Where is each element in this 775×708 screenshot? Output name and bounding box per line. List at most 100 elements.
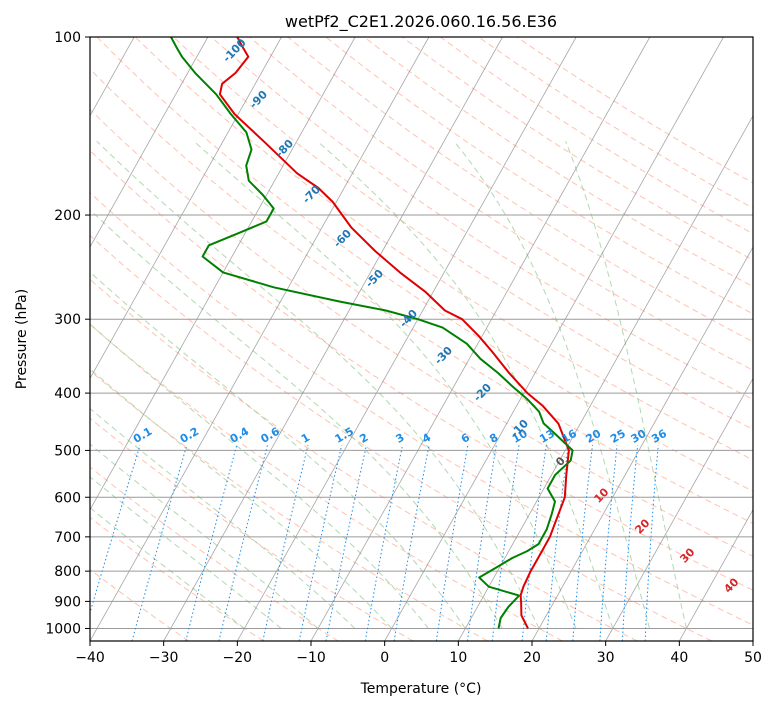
isotherm-label: -90 — [247, 88, 270, 112]
dry-adiabat — [90, 234, 712, 641]
profile-layer — [170, 37, 574, 629]
isoline-label-layer: 0.1 0.2 0.4 0.6 1 1.5 2 3 4 6 8 10 13 16 20 25 30 36-100-… — [131, 36, 742, 596]
dry-adiabat — [90, 149, 753, 591]
x-tick-label: −30 — [149, 650, 179, 666]
moist-adiabat — [90, 443, 319, 629]
moist-adiabat — [90, 507, 245, 629]
mixing-ratio-line — [572, 445, 593, 641]
moist-adiabat — [565, 141, 687, 629]
mixing-ratio-line — [364, 445, 403, 641]
isotherm-label: -20 — [471, 381, 494, 405]
isotherm-line — [90, 37, 282, 380]
y-tick-label: 700 — [54, 530, 81, 546]
plot-frame — [89, 36, 754, 642]
dry-adiabat — [90, 568, 190, 641]
mixing-ratio-line — [393, 445, 430, 641]
mixing-ratio-line — [644, 445, 659, 641]
x-tick-label: −40 — [75, 650, 105, 666]
dry-adiabat — [287, 37, 753, 343]
isotherm-label: -40 — [397, 307, 420, 331]
mixing-ratio-line — [298, 445, 343, 641]
isotherm-label: -70 — [300, 183, 323, 207]
dry-adiabat — [440, 37, 753, 235]
y-axis: 100 200 300 400 500 600 700 800 900 1000 — [45, 30, 90, 637]
mixing-ratio-label: 0.2 — [178, 425, 201, 446]
y-tick-label: 900 — [54, 594, 81, 610]
mixing-ratio-line — [325, 445, 367, 641]
mixing-ratio-label: 6 — [459, 431, 472, 446]
dry-adiabat — [90, 278, 638, 641]
x-tick-label: 50 — [744, 650, 762, 666]
y-tick-label: 400 — [54, 386, 81, 402]
x-tick-label: 0 — [380, 650, 389, 666]
isotherm-label: -60 — [331, 227, 354, 251]
mixing-ratio-line — [467, 445, 497, 641]
chart-title: wetPf2_C2E1.2026.060.16.56.E36 — [285, 12, 557, 32]
mixing-ratio-label: 0.1 — [131, 425, 154, 446]
mixing-ratio-line — [262, 445, 309, 641]
isotherm-line — [531, 246, 753, 641]
isotherm-line — [90, 37, 430, 641]
dry-adiabat — [90, 516, 264, 641]
moist-adiabat — [90, 323, 429, 629]
dry-adiabat — [516, 37, 753, 184]
isotherm-label: 10 — [591, 485, 611, 505]
mixing-ratio-line — [435, 445, 469, 641]
moist-adiabat — [90, 407, 356, 629]
mixing-ratio-label: 0.6 — [258, 425, 282, 446]
isotherm-line — [752, 640, 753, 641]
dry-adiabat — [90, 417, 414, 641]
mixing-ratio-line — [599, 445, 618, 641]
isotherm-line — [678, 508, 753, 641]
y-tick-label: 500 — [54, 443, 81, 459]
isotherm-line — [384, 37, 724, 641]
isotherm-line — [163, 37, 503, 641]
isotherm-line — [90, 37, 356, 511]
mixing-ratio-label: 1 — [299, 431, 312, 446]
mixing-ratio-label: 36 — [649, 427, 669, 446]
y-tick-label: 1000 — [45, 621, 81, 637]
mixing-ratio-line — [491, 445, 520, 641]
y-tick-label: 200 — [54, 208, 81, 224]
x-axis: −40 −30 −20 −10 0 10 20 30 40 50 — [75, 641, 762, 666]
moist-adiabat — [90, 209, 503, 629]
dewpoint-profile — [170, 37, 574, 629]
isotherm-line — [457, 114, 753, 641]
mixing-ratio-label: 1.5 — [333, 425, 356, 446]
isotherm-line — [0, 37, 61, 641]
moist-adiabat — [96, 140, 540, 629]
moist-adiabat — [453, 140, 650, 629]
x-tick-label: −20 — [223, 650, 253, 666]
mixing-ratio-line — [185, 445, 238, 641]
dry-adiabat — [363, 37, 753, 288]
y-axis-label: Pressure (hPa) — [14, 289, 30, 389]
isotherm-label: 40 — [721, 575, 741, 595]
mixing-ratio-line — [545, 445, 569, 641]
grid-layer — [0, 37, 753, 641]
y-tick-label: 600 — [54, 490, 81, 506]
x-tick-label: −10 — [296, 650, 326, 666]
isotherm-label: -30 — [432, 344, 455, 368]
isotherm-label: 20 — [632, 516, 652, 536]
x-tick-label: 40 — [670, 650, 688, 666]
y-tick-label: 100 — [54, 30, 81, 46]
dry-adiabat — [90, 369, 488, 641]
moist-adiabat — [193, 140, 577, 629]
mixing-ratio-line — [218, 445, 268, 641]
x-tick-label: 30 — [597, 650, 615, 666]
dry-adiabat — [249, 37, 753, 371]
moist-adiabat — [90, 368, 393, 629]
mixing-ratio-line — [521, 445, 547, 641]
dry-adiabat — [90, 68, 753, 524]
isotherm-line — [605, 377, 753, 641]
mixing-ratio-line — [131, 445, 188, 641]
isotherm-label: 30 — [677, 545, 697, 565]
isotherm-line — [236, 37, 577, 641]
dry-adiabat — [90, 323, 563, 641]
isotherm-label: -50 — [363, 267, 386, 291]
y-tick-label: 800 — [54, 564, 81, 580]
mixing-ratio-label: 0.4 — [228, 425, 252, 446]
moist-adiabat — [317, 140, 614, 629]
moist-adiabat — [90, 476, 282, 629]
